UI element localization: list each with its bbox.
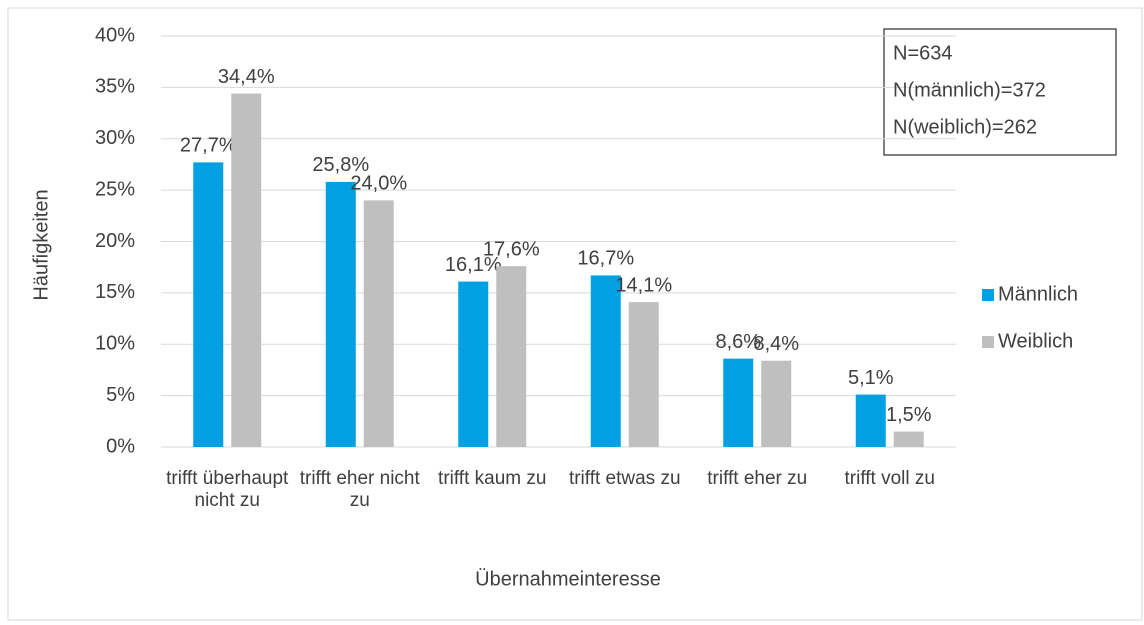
y-axis-label: Häufigkeiten — [30, 189, 52, 300]
y-tick-label: 35% — [95, 76, 135, 98]
x-tick-label: trifft kaum zu — [438, 468, 547, 489]
data-label: 34,4% — [218, 66, 275, 88]
data-label: 1,5% — [886, 404, 932, 426]
y-tick-label: 15% — [95, 281, 135, 303]
annotation-line: N=634 — [893, 42, 953, 64]
data-label: 8,4% — [753, 333, 799, 355]
bar — [363, 200, 394, 447]
bar — [458, 281, 489, 447]
data-label: 24,0% — [350, 173, 407, 195]
bar — [628, 302, 659, 447]
annotation-line: N(männlich)=372 — [893, 79, 1046, 101]
y-tick-label: 0% — [106, 435, 135, 457]
bar — [855, 394, 886, 447]
data-label: 8,6% — [715, 331, 761, 353]
data-label: 16,7% — [577, 248, 634, 270]
bar — [590, 275, 621, 447]
x-tick-label: trifft überhaupt nicht zu — [166, 468, 289, 511]
bar — [893, 431, 924, 447]
data-label: 14,1% — [615, 274, 672, 296]
annotation-box — [883, 28, 1117, 156]
bar — [231, 93, 262, 447]
y-tick-label: 40% — [95, 24, 135, 46]
x-tick-label: trifft etwas zu — [568, 468, 681, 489]
bar — [723, 358, 754, 447]
x-tick-label: trifft eher zu — [707, 468, 808, 489]
data-label: 25,8% — [312, 154, 369, 176]
y-tick-label: 5% — [106, 384, 135, 406]
bar — [193, 162, 224, 447]
legend-label: Männlich — [998, 283, 1078, 305]
data-label: 27,7% — [180, 135, 237, 157]
x-tick-label: trifft voll zu — [844, 468, 935, 489]
y-tick-label: 30% — [95, 127, 135, 149]
chart-border — [7, 7, 1143, 621]
y-tick-label: 25% — [95, 178, 135, 200]
bar — [761, 360, 792, 447]
data-label: 5,1% — [848, 367, 894, 389]
legend-swatch — [982, 336, 994, 348]
legend-label: Weiblich — [998, 330, 1073, 352]
y-tick-label: 20% — [95, 230, 135, 252]
x-tick-label: trifft eher nicht zu — [299, 468, 420, 511]
annotation-line: N(weiblich)=262 — [893, 116, 1037, 138]
data-label: 17,6% — [483, 238, 540, 260]
x-axis-label: Übernahmeinteresse — [475, 568, 661, 590]
bar — [325, 181, 356, 447]
bar — [496, 266, 527, 447]
legend-swatch — [982, 289, 994, 301]
y-tick-label: 10% — [95, 333, 135, 355]
data-label: 16,1% — [445, 254, 502, 276]
